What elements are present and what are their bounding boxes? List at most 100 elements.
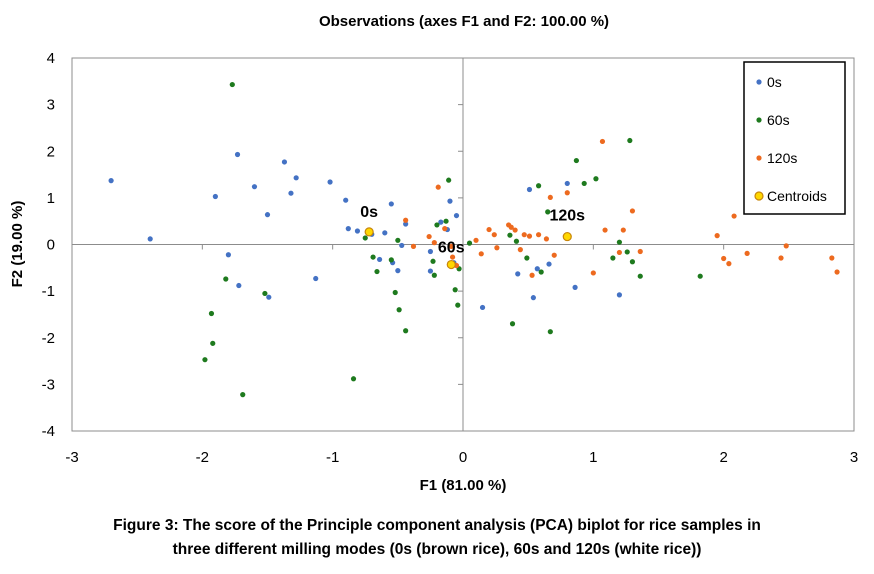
point-60s: [545, 209, 551, 215]
point-0s: [447, 198, 453, 204]
point-0s: [388, 201, 394, 207]
data-points: [108, 81, 840, 398]
point-60s: [403, 328, 409, 334]
point-120s: [602, 227, 608, 233]
point-120s: [431, 240, 437, 246]
point-60s: [538, 269, 544, 275]
point-120s: [494, 245, 500, 251]
point-0s: [438, 219, 444, 225]
x-tick-label: -2: [196, 449, 209, 466]
point-120s: [543, 236, 550, 242]
point-60s: [223, 276, 229, 282]
y-tick-label: 0: [47, 237, 55, 254]
point-120s: [473, 237, 479, 243]
point-120s: [448, 243, 454, 249]
point-0s: [572, 284, 578, 290]
y-tick-label: -4: [42, 423, 55, 440]
point-60s: [573, 157, 579, 164]
legend-label: 0s: [767, 74, 782, 90]
point-60s: [374, 268, 380, 275]
point-60s: [627, 137, 633, 144]
point-0s: [526, 186, 533, 193]
scatter-chart: Observations (axes F1 and F2: 100.00 %) …: [9, 13, 858, 494]
point-0s: [236, 282, 242, 289]
point-0s: [251, 184, 258, 190]
point-120s: [551, 252, 557, 258]
point-0s: [616, 292, 623, 298]
legend-marker: [754, 191, 764, 201]
x-tick-label: -3: [65, 449, 78, 466]
point-120s: [714, 233, 720, 239]
point-0s: [564, 180, 570, 187]
point-60s: [202, 357, 208, 363]
point-60s: [434, 222, 440, 228]
point-0s: [225, 252, 231, 258]
centroid-label: 120s: [549, 208, 585, 225]
point-120s: [829, 255, 835, 261]
point-60s: [208, 310, 215, 317]
point-120s: [599, 138, 606, 145]
centroid-point: [364, 227, 374, 237]
point-60s: [616, 239, 623, 245]
point-60s: [240, 392, 246, 398]
point-120s: [435, 184, 441, 190]
y-tick-label: -1: [42, 283, 55, 300]
point-0s: [212, 193, 218, 200]
point-0s: [427, 248, 434, 255]
legend-box: [743, 61, 846, 215]
point-0s: [264, 212, 271, 218]
y-axis-ticks: -4 -3 -2 -1 0 1 2 3 4: [42, 50, 463, 440]
legend-marker: [756, 117, 762, 123]
point-0s: [108, 178, 114, 184]
point-60s: [446, 177, 452, 183]
point-120s: [744, 250, 750, 256]
point-0s: [234, 151, 241, 158]
point-60s: [509, 321, 516, 327]
point-0s: [293, 175, 299, 181]
point-60s: [466, 240, 473, 246]
point-120s: [512, 227, 518, 233]
point-0s: [479, 304, 486, 311]
legend-marker: [756, 155, 762, 161]
point-60s: [443, 218, 449, 224]
centroid-labels: 0s 60s 120s: [360, 204, 585, 257]
y-axis-title: F2 (19.00 %): [9, 201, 26, 288]
point-120s: [521, 232, 527, 238]
centroid-label: 0s: [360, 204, 378, 221]
y-tick-label: 1: [47, 190, 55, 207]
point-120s: [535, 232, 542, 238]
point-60s: [388, 257, 394, 263]
point-120s: [721, 255, 727, 262]
point-60s: [629, 259, 636, 265]
x-axis-ticks: -3 -2 -1 0 1 2 3: [65, 244, 858, 466]
point-120s: [547, 194, 553, 201]
point-0s: [313, 275, 319, 282]
point-0s: [345, 226, 351, 232]
point-60s: [392, 289, 398, 296]
point-0s: [403, 221, 409, 227]
point-0s: [453, 212, 460, 219]
point-0s: [534, 266, 540, 272]
point-120s: [478, 251, 484, 257]
point-120s: [778, 255, 784, 261]
point-120s: [508, 224, 514, 230]
caption-line-1: Figure 3: The score of the Principle com…: [113, 517, 761, 534]
point-60s: [697, 273, 703, 279]
point-0s: [327, 179, 333, 185]
point-60s: [431, 272, 437, 278]
point-120s: [637, 248, 643, 255]
point-0s: [288, 190, 294, 196]
point-0s: [530, 295, 536, 301]
point-120s: [442, 226, 448, 232]
point-120s: [403, 217, 409, 223]
point-60s: [262, 290, 268, 297]
point-60s: [513, 238, 520, 244]
legend-label: 120s: [767, 150, 797, 166]
point-0s: [376, 256, 383, 263]
point-120s: [726, 261, 732, 267]
point-120s: [834, 269, 840, 275]
x-tick-label: 3: [850, 449, 858, 466]
y-tick-label: 4: [47, 50, 55, 67]
point-120s: [731, 213, 737, 219]
centroid-point: [562, 231, 572, 242]
